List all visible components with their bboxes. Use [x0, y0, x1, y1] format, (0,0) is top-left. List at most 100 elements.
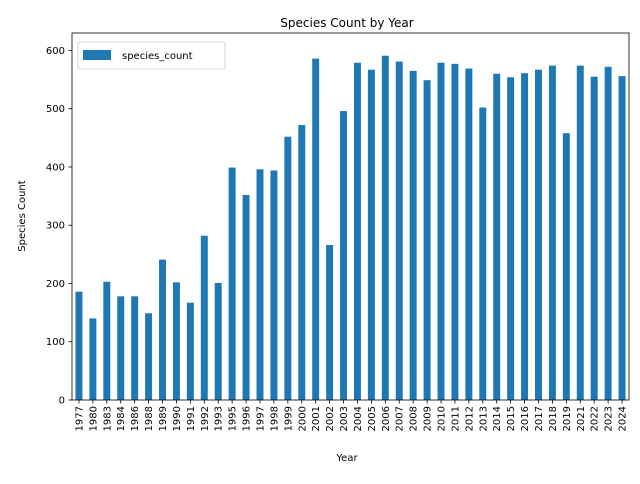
bar-1984 [117, 296, 125, 400]
y-tick-label: 0 [59, 396, 65, 407]
bar-1995 [228, 167, 236, 400]
x-tick-label-1996: 1996 [242, 406, 253, 431]
bar-2008 [409, 70, 417, 400]
legend: species_count [77, 41, 226, 70]
legend-box [77, 41, 226, 70]
x-axis-label: Year [335, 453, 358, 464]
x-tick-label-2004: 2004 [353, 406, 364, 431]
bars-group [75, 55, 626, 401]
x-tick-label-2014: 2014 [492, 406, 503, 431]
y-axis: 0 100 200 300 400 500 600 [46, 46, 72, 407]
bar-1988 [145, 313, 153, 400]
x-tick-label-2016: 2016 [520, 406, 531, 431]
y-tick-label: 500 [46, 104, 65, 115]
x-tick-label-2010: 2010 [437, 406, 448, 431]
x-tick-label-2000: 2000 [297, 406, 308, 431]
x-axis: 1977 1980 1983 1984 1986 1988 1989 1990 1991 1992… [74, 400, 629, 431]
bar-1983 [103, 281, 111, 400]
x-tick-label-1997: 1997 [255, 406, 266, 431]
x-tick-label-2015: 2015 [506, 406, 517, 431]
x-tick-label-2021: 2021 [576, 406, 587, 431]
x-tick-label-1986: 1986 [130, 406, 141, 431]
x-tick-label-2002: 2002 [325, 406, 336, 431]
bar-1991 [186, 302, 194, 400]
x-tick-label-2007: 2007 [395, 406, 406, 431]
bar-2010 [437, 62, 445, 400]
bar-1977 [75, 291, 83, 400]
y-tick-label: 100 [46, 337, 65, 348]
y-tick-label: 300 [46, 221, 65, 232]
bar-2021 [576, 65, 584, 400]
bar-2012 [465, 68, 473, 401]
bar-2013 [479, 107, 487, 401]
bar-2003 [340, 111, 348, 401]
x-tick-label-1984: 1984 [116, 406, 127, 431]
x-tick-label-1988: 1988 [144, 406, 155, 431]
bar-2002 [326, 245, 334, 400]
bar-1990 [172, 282, 180, 400]
bar-2006 [381, 55, 389, 400]
x-tick-label-2013: 2013 [478, 406, 489, 431]
x-tick-label-1983: 1983 [102, 406, 113, 431]
x-tick-label-2024: 2024 [618, 406, 629, 431]
x-tick-label-2011: 2011 [450, 406, 461, 431]
bar-2023 [604, 66, 612, 401]
x-tick-label-1990: 1990 [172, 406, 183, 431]
x-tick-label-2017: 2017 [534, 406, 545, 431]
x-tick-label-1980: 1980 [88, 406, 99, 431]
x-tick-label-1998: 1998 [269, 406, 280, 431]
bar-1993 [214, 282, 222, 400]
x-tick-label-2019: 2019 [562, 406, 573, 431]
bar-2015 [507, 77, 515, 401]
bar-1996 [242, 194, 250, 400]
x-tick-label-1991: 1991 [186, 406, 197, 431]
x-tick-label-1999: 1999 [283, 406, 294, 431]
y-tick-label: 600 [46, 46, 65, 57]
bar-2011 [451, 63, 459, 400]
x-tick-label-1993: 1993 [214, 406, 225, 431]
bar-1992 [200, 235, 208, 400]
x-tick-label-1989: 1989 [158, 406, 169, 431]
bar-1986 [131, 296, 139, 400]
x-tick-label-2005: 2005 [367, 406, 378, 431]
bar-1997 [256, 169, 264, 400]
x-tick-label-2006: 2006 [381, 406, 392, 431]
bar-1989 [159, 259, 166, 400]
bar-2007 [395, 61, 403, 401]
bar-2004 [353, 62, 361, 400]
x-tick-label-2009: 2009 [423, 406, 434, 431]
bar-2001 [312, 58, 320, 400]
bar-2024 [618, 76, 626, 400]
bar-1998 [270, 170, 278, 400]
x-tick-label-2012: 2012 [464, 406, 475, 431]
y-tick-label: 200 [46, 279, 65, 290]
y-tick-label: 400 [46, 162, 65, 173]
x-tick-label-2022: 2022 [590, 406, 601, 431]
bar-2018 [548, 65, 556, 400]
y-axis-label: Species Count [17, 180, 28, 251]
bar-1980 [89, 318, 97, 400]
x-tick-label-1977: 1977 [74, 406, 85, 431]
x-tick-label-2008: 2008 [409, 406, 420, 431]
x-tick-label-1992: 1992 [200, 406, 211, 431]
bar-1999 [284, 136, 292, 400]
legend-label: species_count [122, 51, 193, 62]
bar-2016 [521, 73, 529, 400]
bar-2014 [493, 73, 501, 401]
plot-frame [71, 32, 630, 401]
x-tick-label-1995: 1995 [228, 406, 239, 431]
bar-2000 [298, 125, 306, 401]
bar-2017 [535, 69, 542, 400]
bar-2009 [423, 80, 431, 400]
x-tick-label-2001: 2001 [311, 406, 322, 431]
bar-2022 [590, 76, 598, 400]
x-tick-label-2023: 2023 [604, 406, 615, 431]
bar-2005 [367, 69, 375, 400]
x-tick-label-2003: 2003 [339, 406, 350, 431]
chart-title: Species Count by Year [280, 16, 413, 30]
bar-2019 [562, 133, 570, 400]
x-tick-label-2018: 2018 [548, 406, 559, 431]
legend-swatch [83, 50, 111, 60]
